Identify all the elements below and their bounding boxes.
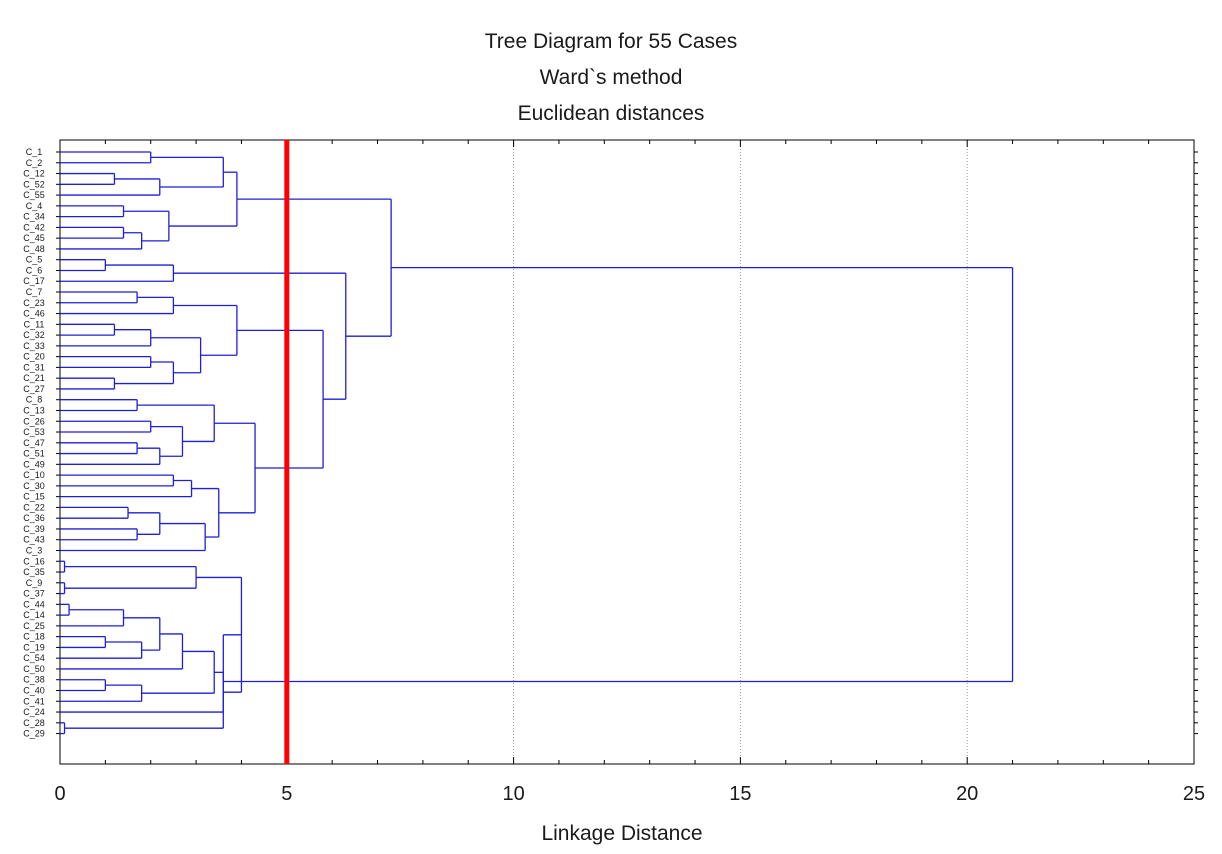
case-label: C_12: [23, 169, 45, 179]
case-label: C_39: [23, 524, 45, 534]
chart-subtitle-distance: Euclidean distances: [517, 102, 705, 125]
case-label: C_27: [23, 384, 45, 394]
x-tick-label-15: 15: [729, 783, 751, 805]
chart-subtitle-method: Ward`s method: [539, 66, 683, 89]
case-label: C_30: [23, 481, 45, 491]
case-label: C_3: [26, 545, 43, 555]
case-label: C_38: [23, 675, 45, 685]
plot-frame: [59, 139, 1195, 765]
case-label: C_8: [26, 395, 43, 405]
case-label: C_20: [23, 352, 45, 362]
case-label: C_2: [26, 158, 43, 168]
case-label: C_43: [23, 535, 45, 545]
case-label: C_19: [23, 642, 45, 652]
case-label: C_35: [23, 567, 45, 577]
case-label: C_41: [23, 696, 45, 706]
case-label: C_34: [23, 212, 45, 222]
x-tick-label-10: 10: [502, 783, 524, 805]
case-label: C_47: [23, 438, 45, 448]
case-label: C_52: [23, 179, 45, 189]
case-label: C_46: [23, 309, 45, 319]
case-label: C_13: [23, 405, 45, 415]
case-label: C_11: [24, 319, 45, 329]
case-label: C_6: [26, 265, 43, 275]
x-axis-label: Linkage Distance: [541, 822, 703, 845]
case-label: C_26: [23, 416, 45, 426]
case-label: C_44: [23, 599, 45, 609]
case-label: C_40: [23, 686, 45, 696]
case-label: C_1: [26, 147, 43, 157]
x-tick-label-5: 5: [281, 783, 292, 805]
case-label: C_49: [23, 459, 45, 469]
case-label: C_50: [23, 664, 45, 674]
case-label: C_21: [23, 373, 45, 383]
case-label: C_31: [23, 362, 45, 372]
x-tick-label-0: 0: [54, 783, 65, 805]
case-label: C_42: [23, 222, 45, 232]
case-label: C_51: [23, 449, 45, 459]
tree-layer: [60, 151, 1014, 735]
case-label-layer: C_1C_2C_12C_52C_55C_4C_34C_42C_45C_48C_5…: [23, 147, 45, 739]
case-label: C_33: [23, 341, 45, 351]
x-tick-label-25: 25: [1183, 783, 1205, 805]
case-label: C_23: [23, 298, 45, 308]
case-label: C_4: [26, 201, 43, 211]
case-label: C_24: [23, 707, 45, 717]
case-label: C_28: [23, 718, 45, 728]
case-label: C_36: [23, 513, 45, 523]
case-label: C_9: [26, 578, 43, 588]
case-label: C_10: [23, 470, 45, 480]
case-label: C_37: [23, 589, 45, 599]
case-label: C_29: [23, 729, 45, 739]
case-label: C_55: [23, 190, 45, 200]
case-label: C_15: [23, 492, 45, 502]
case-label: C_14: [23, 610, 45, 620]
case-label: C_16: [23, 556, 45, 566]
chart-title: Tree Diagram for 55 Cases: [484, 30, 738, 53]
case-label: C_45: [23, 233, 45, 243]
case-label: C_25: [23, 621, 45, 631]
case-label: C_54: [23, 653, 45, 663]
case-label: C_18: [23, 632, 45, 642]
x-tick-label-20: 20: [956, 783, 978, 805]
case-label: C_17: [23, 276, 45, 286]
case-label: C_5: [26, 255, 43, 265]
case-label: C_22: [23, 502, 45, 512]
case-label: C_48: [23, 244, 45, 254]
case-label: C_32: [23, 330, 45, 340]
tick-layer: 0 5 10 15 20 25: [54, 140, 1205, 805]
case-label: C_53: [23, 427, 45, 437]
grid-layer: [286, 140, 968, 764]
case-label: C_7: [26, 287, 43, 297]
